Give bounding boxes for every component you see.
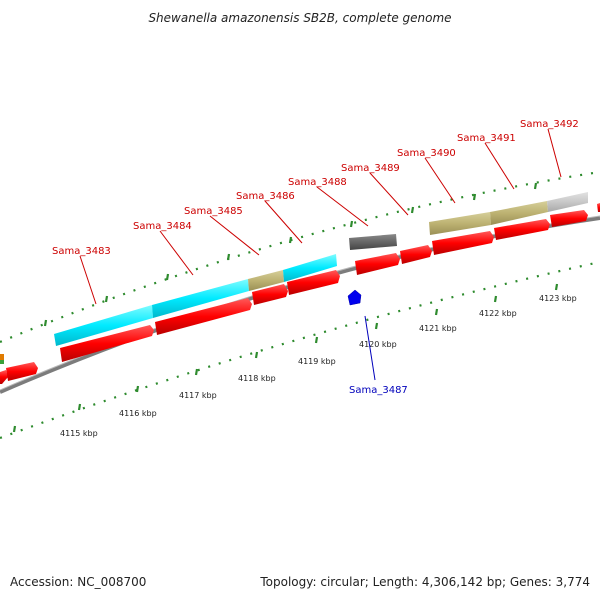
cds-arrow xyxy=(155,298,252,335)
cds-arrow xyxy=(494,219,550,240)
cds-arrow xyxy=(60,325,154,362)
inner-scale-ring xyxy=(0,260,600,440)
gene-label-sama-3483[interactable]: Sama_3483 xyxy=(52,246,111,257)
feature-block xyxy=(152,279,249,318)
map-title: Shewanella amazonensis SB2B, complete ge… xyxy=(148,11,451,25)
gene-label-sama-3485[interactable]: Sama_3485 xyxy=(184,206,243,217)
feature-block xyxy=(547,192,588,212)
scale-label-4115: 4115 kbp xyxy=(60,429,98,438)
gene-label-sama-3484[interactable]: Sama_3484 xyxy=(133,221,192,232)
gene-label-sama-3488[interactable]: Sama_3488 xyxy=(288,177,347,188)
scale-label-4121: 4121 kbp xyxy=(419,324,457,333)
scale-label-4120: 4120 kbp xyxy=(359,340,397,349)
cds-arrow xyxy=(287,270,340,295)
scale-label-4118: 4118 kbp xyxy=(238,374,276,383)
cds-arrow xyxy=(355,253,400,275)
cds-arrow xyxy=(597,203,600,212)
feature-block xyxy=(429,212,491,235)
feature-block xyxy=(490,201,548,225)
scale-label-4122: 4122 kbp xyxy=(479,309,517,318)
scale-label-4116: 4116 kbp xyxy=(119,409,157,418)
edge-marker xyxy=(0,354,4,364)
cds-arrow xyxy=(0,370,8,384)
topology-summary: Topology: circular; Length: 4,306,142 bp… xyxy=(259,575,590,589)
gene-label-sama-3490[interactable]: Sama_3490 xyxy=(397,148,456,159)
cds-arrow xyxy=(432,231,494,255)
gene-labels: Sama_3483 Sama_3484 Sama_3485 Sama_3486 … xyxy=(52,119,579,257)
accession-text: Accession: NC_008700 xyxy=(10,575,146,589)
outer-tick-ring xyxy=(0,170,600,344)
forward-cds-track xyxy=(0,203,600,384)
cds-arrow xyxy=(252,284,288,305)
feature-track xyxy=(54,192,588,346)
feature-block xyxy=(248,270,284,291)
gene-label-sama-3489[interactable]: Sama_3489 xyxy=(341,163,400,174)
scale-label-4123: 4123 kbp xyxy=(539,294,577,303)
cds-arrow xyxy=(400,245,432,264)
feature-block xyxy=(349,234,397,250)
scale-labels: 4115 kbp 4116 kbp 4117 kbp 4118 kbp 4119… xyxy=(60,294,577,438)
label-leader-reverse xyxy=(364,315,376,381)
scale-label-4119: 4119 kbp xyxy=(298,357,336,366)
feature-block xyxy=(283,254,337,282)
gene-label-sama-3486[interactable]: Sama_3486 xyxy=(236,191,295,202)
gene-label-sama-3491[interactable]: Sama_3491 xyxy=(457,133,516,144)
gene-label-sama-3487[interactable]: Sama_3487 xyxy=(349,385,408,396)
feature-block xyxy=(54,305,153,346)
cds-arrow xyxy=(6,362,38,381)
cds-arrow xyxy=(550,210,588,227)
reverse-cds xyxy=(347,289,362,306)
gene-label-sama-3492[interactable]: Sama_3492 xyxy=(520,119,579,130)
scale-label-4117: 4117 kbp xyxy=(179,391,217,400)
label-leaders xyxy=(79,128,562,305)
